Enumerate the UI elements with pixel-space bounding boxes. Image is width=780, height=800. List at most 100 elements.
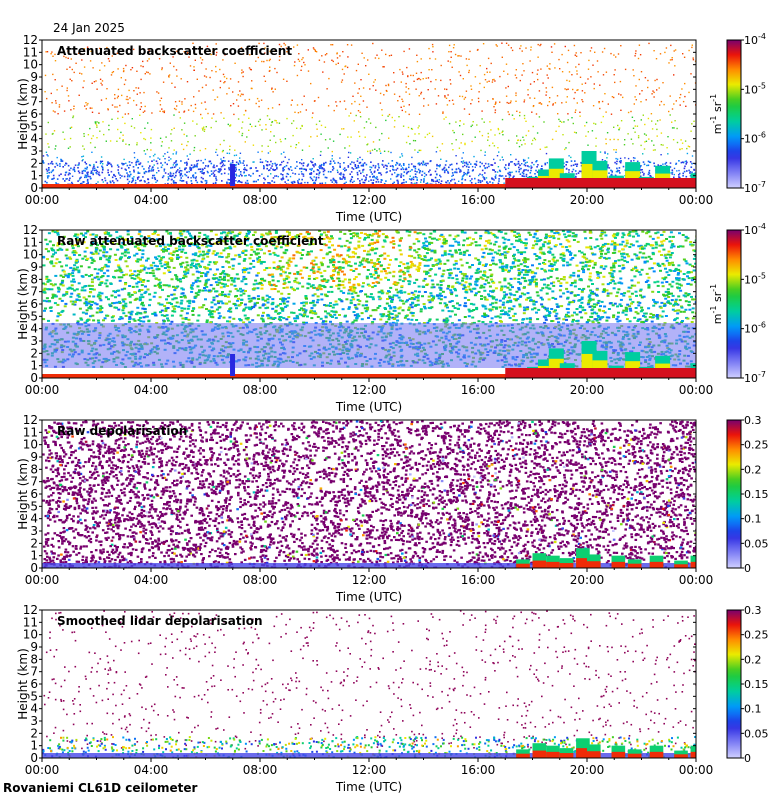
x-tick-label: 08:00 (243, 573, 278, 587)
y-tick-label: 7 (30, 285, 38, 299)
colorbar-tick-label: 10-6 (744, 131, 766, 146)
y-tick-label: 7 (30, 95, 38, 109)
x-tick-label: 16:00 (461, 573, 496, 587)
x-tick-label: 08:00 (243, 763, 278, 777)
heatmap-field (42, 610, 696, 758)
colorbar-tick-label: 10-4 (744, 222, 766, 237)
y-tick-label: 3 (30, 524, 38, 538)
x-tick-label: 00:00 (25, 573, 60, 587)
x-tick-label: 20:00 (570, 573, 605, 587)
colorbar: 0 0.05 0.1 0.15 0.2 0.25 0.3 (726, 414, 769, 575)
y-tick-label: 9 (30, 260, 38, 274)
y-tick-label: 7 (30, 665, 38, 679)
y-tick-label: 4 (30, 322, 38, 336)
y-tick-label: 2 (30, 536, 38, 550)
panel-title: Smoothed lidar depolarisation (57, 614, 263, 628)
x-tick-label: 16:00 (461, 193, 496, 207)
x-tick-label: 04:00 (134, 763, 169, 777)
y-tick-label: 10 (23, 628, 38, 642)
x-tick-label: 00:00 (679, 573, 714, 587)
y-tick-label: 3 (30, 144, 38, 158)
y-tick-label: 6 (30, 297, 38, 311)
colorbar-tick-label: 0 (744, 562, 751, 575)
chart-panel-4: Smoothed lidar depolarisation01234567891… (16, 603, 769, 794)
panel-title: Raw attenuated backscatter coefficient (57, 234, 324, 248)
y-tick-label: 11 (23, 425, 38, 439)
y-tick-label: 8 (30, 462, 38, 476)
colorbar: 0 0.05 0.1 0.15 0.2 0.25 0.3 (726, 604, 769, 765)
y-axis-label: Height (km) (16, 458, 30, 529)
y-tick-label: 8 (30, 82, 38, 96)
colorbar-scale (726, 39, 742, 189)
colorbar: 10-7 10-6 10-5 10-4 m-1 sr-1 (709, 32, 766, 195)
x-tick-label: 04:00 (134, 383, 169, 397)
colorbar-tick-label: 0.1 (744, 703, 762, 716)
x-tick-label: 04:00 (134, 573, 169, 587)
colorbar-tick-label: 0.2 (744, 463, 762, 476)
y-axis-label: Height (km) (16, 78, 30, 149)
x-tick-label: 20:00 (570, 383, 605, 397)
x-tick-label: 00:00 (25, 763, 60, 777)
colorbar-tick-label: 0.05 (744, 537, 769, 550)
y-tick-label: 12 (23, 223, 38, 237)
y-tick-label: 8 (30, 272, 38, 286)
colorbar-unit-label: m-1 sr-1 (709, 94, 724, 134)
instrument-label: Rovaniemi CL61D ceilometer (3, 781, 198, 795)
x-tick-label: 20:00 (570, 763, 605, 777)
colorbar-tick-label: 0.25 (744, 629, 769, 642)
colorbar-tick-label: 10-7 (744, 180, 766, 195)
colorbar-unit-label: m-1 sr-1 (709, 284, 724, 324)
y-tick-label: 0 (30, 181, 38, 195)
colorbar: 10-7 10-6 10-5 10-4 m-1 sr-1 (709, 222, 766, 385)
colorbar-tick-label: 10-7 (744, 370, 766, 385)
x-axis: 00:00 04:00 08:00 12:00 16:00 20:00 00:00 (25, 758, 714, 777)
y-tick-label: 2 (30, 156, 38, 170)
y-tick-label: 2 (30, 726, 38, 740)
y-tick-label: 12 (23, 33, 38, 47)
x-tick-label: 04:00 (134, 193, 169, 207)
x-tick-label: 12:00 (352, 383, 387, 397)
colorbar-tick-label: 0.05 (744, 727, 769, 740)
y-tick-label: 1 (30, 359, 38, 373)
x-tick-label: 16:00 (461, 383, 496, 397)
y-tick-label: 7 (30, 475, 38, 489)
panel-title: Attenuated backscatter coefficient (57, 44, 292, 58)
colorbar-tick-label: 0.3 (744, 604, 762, 617)
y-tick-label: 6 (30, 487, 38, 501)
y-tick-label: 11 (23, 235, 38, 249)
x-tick-label: 00:00 (679, 193, 714, 207)
colorbar-tick-label: 0.15 (744, 488, 769, 501)
x-tick-label: 08:00 (243, 193, 278, 207)
x-axis-label: Time (UTC) (335, 400, 402, 414)
x-tick-label: 00:00 (679, 763, 714, 777)
y-tick-label: 0 (30, 371, 38, 385)
colorbar-tick-label: 0.1 (744, 513, 762, 526)
y-tick-label: 2 (30, 346, 38, 360)
y-tick-label: 9 (30, 70, 38, 84)
colorbar-scale (726, 419, 742, 569)
y-tick-label: 5 (30, 689, 38, 703)
colorbar-tick-label: 10-4 (744, 32, 766, 47)
chart-panel-1: Attenuated backscatter coefficient012345… (16, 32, 766, 224)
y-tick-label: 4 (30, 512, 38, 526)
colorbar-tick-label: 0.2 (744, 653, 762, 666)
x-tick-label: 12:00 (352, 193, 387, 207)
y-tick-label: 6 (30, 107, 38, 121)
x-axis-label: Time (UTC) (335, 210, 402, 224)
y-tick-label: 11 (23, 615, 38, 629)
colorbar-scale (726, 229, 742, 379)
colorbar-tick-label: 10-6 (744, 321, 766, 336)
x-tick-label: 16:00 (461, 763, 496, 777)
heatmap-field (42, 230, 696, 378)
y-tick-label: 1 (30, 739, 38, 753)
panel-title: Raw depolarisation (57, 424, 187, 438)
y-tick-label: 0 (30, 561, 38, 575)
colorbar-tick-label: 0.15 (744, 678, 769, 691)
y-tick-label: 1 (30, 169, 38, 183)
x-axis-label: Time (UTC) (335, 590, 402, 604)
y-tick-label: 12 (23, 413, 38, 427)
colorbar-tick-label: 0.3 (744, 414, 762, 427)
